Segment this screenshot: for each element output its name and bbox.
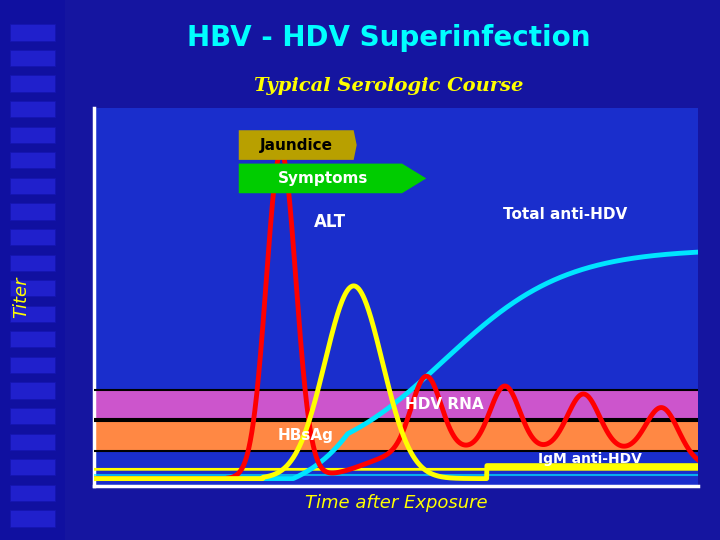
Bar — [9, 306, 55, 322]
Bar — [9, 434, 55, 450]
Text: Titer: Titer — [12, 276, 30, 318]
Bar — [9, 280, 55, 296]
Polygon shape — [239, 164, 426, 193]
Bar — [9, 510, 55, 526]
Text: HBV - HDV Superinfection: HBV - HDV Superinfection — [187, 24, 590, 52]
Bar — [9, 152, 55, 168]
Bar — [9, 382, 55, 399]
Bar — [9, 459, 55, 475]
Bar — [9, 178, 55, 194]
Bar — [9, 50, 55, 66]
Text: HBsAg: HBsAg — [277, 428, 333, 443]
Polygon shape — [239, 130, 356, 160]
Text: Jaundice: Jaundice — [260, 138, 333, 153]
Bar — [9, 101, 55, 117]
Bar — [9, 485, 55, 501]
Bar — [9, 254, 55, 271]
Bar — [9, 331, 55, 347]
X-axis label: Time after Exposure: Time after Exposure — [305, 494, 487, 512]
Bar — [9, 24, 55, 40]
Bar — [9, 76, 55, 92]
Bar — [9, 357, 55, 373]
Text: Typical Serologic Course: Typical Serologic Course — [254, 77, 523, 96]
Bar — [9, 126, 55, 143]
Bar — [9, 408, 55, 424]
Text: HDV RNA: HDV RNA — [405, 397, 484, 412]
Text: Total anti-HDV: Total anti-HDV — [503, 207, 627, 222]
Bar — [9, 204, 55, 220]
Text: ALT: ALT — [315, 213, 346, 231]
Text: IgM anti-HDV: IgM anti-HDV — [538, 451, 642, 465]
Text: Symptoms: Symptoms — [278, 171, 369, 186]
Bar — [9, 229, 55, 245]
